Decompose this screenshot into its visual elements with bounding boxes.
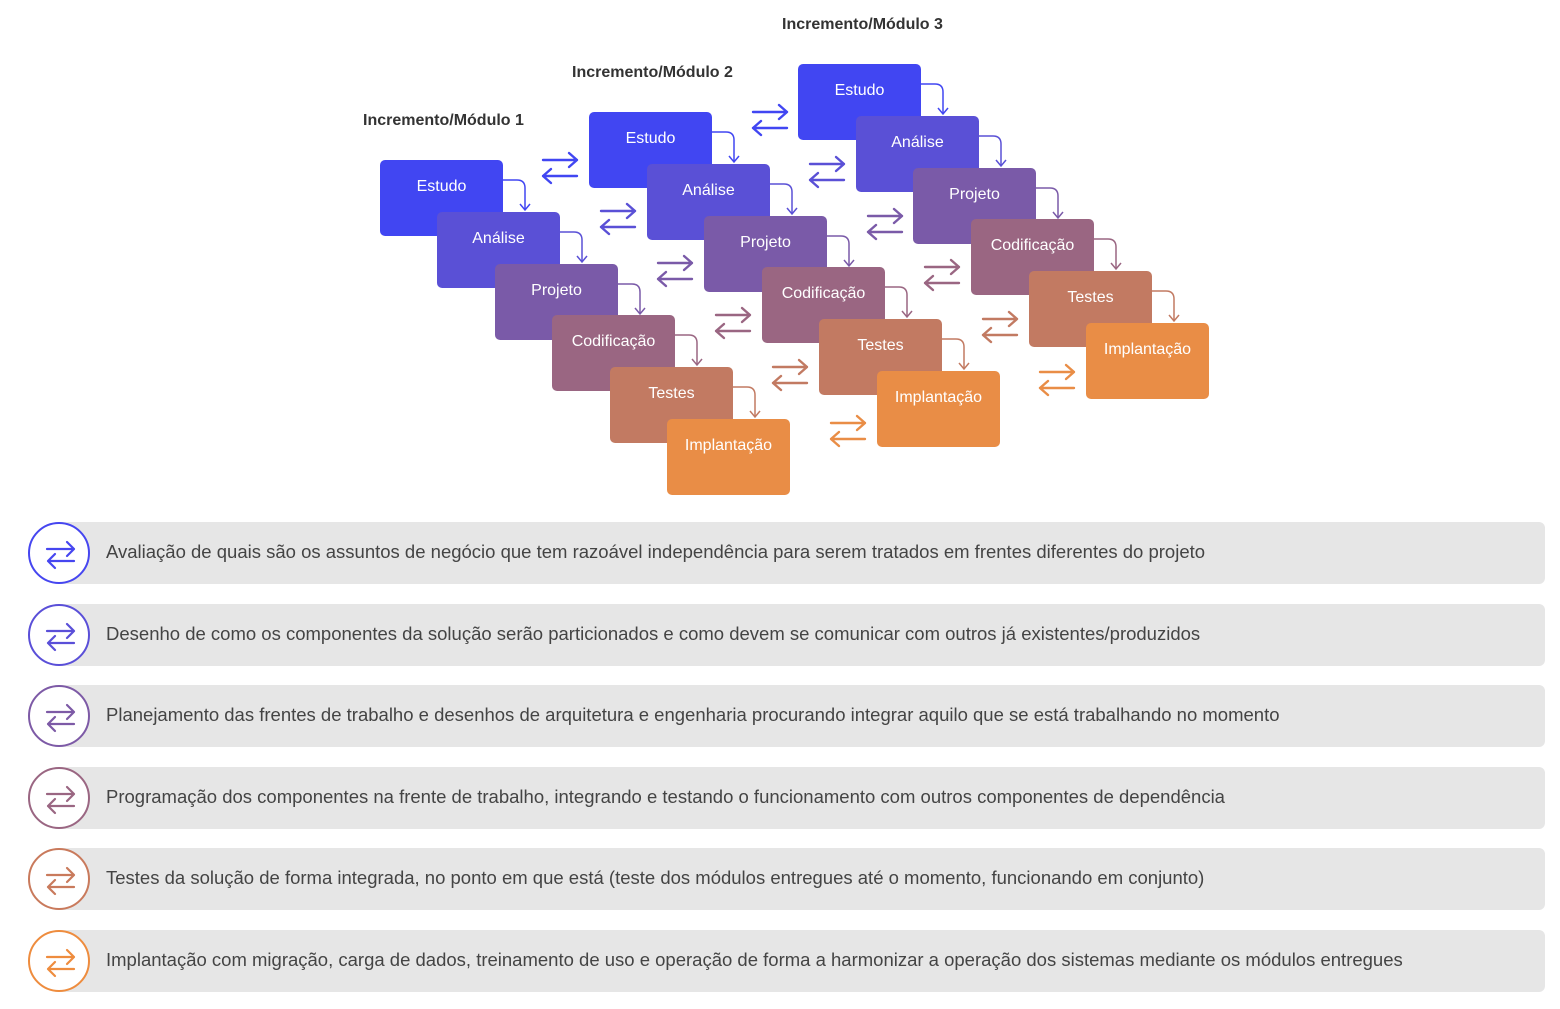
connector-arrow-icon xyxy=(921,83,944,113)
exchange-arrows-icon xyxy=(28,767,90,829)
arrowhead-icon xyxy=(958,362,970,371)
connector-arrow-icon xyxy=(712,131,735,161)
exchange-arrows-icon xyxy=(981,310,1019,328)
exchange-arrows-icon xyxy=(808,155,846,173)
module-2-title: Incremento/Módulo 2 xyxy=(572,64,733,81)
exchange-arrows-icon xyxy=(28,930,90,992)
exchange-arrows-icon xyxy=(981,326,1019,344)
legend-item-analise: Desenho de como os componentes da soluçã… xyxy=(28,604,1545,666)
exchange-arrows-icon xyxy=(714,306,752,324)
legend-item-implantacao: Implantação com migração, carga de dados… xyxy=(28,930,1545,992)
legend-text: Implantação com migração, carga de dados… xyxy=(106,949,1403,970)
module-1-title: Incremento/Módulo 1 xyxy=(363,112,524,129)
module-2-phase-implantacao: Implantação xyxy=(877,371,1000,447)
exchange-arrows-icon xyxy=(656,270,694,288)
legend-item-estudo: Avaliação de quais são os assuntos de ne… xyxy=(28,522,1545,584)
legend-text: Planejamento das frentes de trabalho e d… xyxy=(106,704,1280,725)
exchange-arrows-icon xyxy=(28,685,90,747)
connector-arrow-icon xyxy=(770,183,793,213)
exchange-arrows-icon xyxy=(541,167,579,185)
module-3-title: Incremento/Módulo 3 xyxy=(782,16,943,33)
connector-arrow-icon xyxy=(942,338,965,368)
legend-bar xyxy=(58,767,1545,829)
exchange-arrows-icon xyxy=(28,848,90,910)
exchange-arrows-icon xyxy=(829,430,867,448)
exchange-arrows-icon xyxy=(45,622,76,652)
arrowhead-icon xyxy=(728,155,740,164)
legend-item-testes: Testes da solução de forma integrada, no… xyxy=(28,848,1545,910)
legend-item-codificacao: Programação dos componentes na frente de… xyxy=(28,767,1545,829)
connector-arrow-icon xyxy=(827,235,850,265)
arrowhead-icon xyxy=(1110,262,1122,271)
connector-arrow-icon xyxy=(503,179,526,209)
connector-arrow-icon xyxy=(979,135,1002,165)
connector-arrow-icon xyxy=(618,283,641,313)
exchange-arrows-icon xyxy=(541,151,579,169)
connector-arrow-icon xyxy=(560,231,583,261)
exchange-arrows-icon xyxy=(45,540,76,570)
exchange-arrows-icon xyxy=(771,358,809,376)
connector-arrow-icon xyxy=(675,334,698,364)
legend-text: Programação dos componentes na frente de… xyxy=(106,786,1225,807)
legend-bar xyxy=(58,930,1545,992)
exchange-arrows-icon xyxy=(866,223,904,241)
exchange-arrows-icon xyxy=(656,254,694,272)
module-3-phase-implantacao: Implantação xyxy=(1086,323,1209,399)
connector-arrow-icon xyxy=(733,386,756,416)
exchange-arrows-icon xyxy=(1038,363,1076,381)
exchange-arrows-icon xyxy=(866,207,904,225)
exchange-arrows-icon xyxy=(28,604,90,666)
exchange-arrows-icon xyxy=(714,322,752,340)
arrowhead-icon xyxy=(749,410,761,419)
module-1-phase-implantacao: Implantação xyxy=(667,419,790,495)
exchange-arrows-icon xyxy=(923,258,961,276)
legend-bar xyxy=(58,685,1545,747)
legend-text: Desenho de como os componentes da soluçã… xyxy=(106,623,1201,644)
exchange-arrows-icon xyxy=(829,414,867,432)
arrowhead-icon xyxy=(1052,211,1064,220)
connector-arrow-icon xyxy=(1152,290,1175,320)
arrowhead-icon xyxy=(519,203,531,212)
connector-arrow-icon xyxy=(1036,187,1059,217)
legend-text: Testes da solução de forma integrada, no… xyxy=(106,867,1205,888)
arrowhead-icon xyxy=(995,159,1007,168)
legend-item-projeto: Planejamento das frentes de trabalho e d… xyxy=(28,685,1545,747)
arrowhead-icon xyxy=(634,307,646,316)
legend-text: Avaliação de quais são os assuntos de ne… xyxy=(106,541,1206,562)
exchange-arrows-icon xyxy=(923,274,961,292)
exchange-arrows-icon xyxy=(599,202,637,220)
exchange-arrows-icon xyxy=(808,171,846,189)
exchange-arrows-icon xyxy=(751,119,789,137)
exchange-arrows-icon xyxy=(45,948,76,978)
exchange-arrows-icon xyxy=(751,103,789,121)
connector-arrow-icon xyxy=(1094,238,1117,268)
legend-bar xyxy=(58,522,1545,584)
arrowhead-icon xyxy=(786,207,798,216)
arrowhead-icon xyxy=(843,259,855,268)
exchange-arrows-icon xyxy=(45,866,76,896)
exchange-arrows-icon xyxy=(45,703,76,733)
legend-bar xyxy=(58,848,1545,910)
exchange-arrows-icon xyxy=(28,522,90,584)
arrowhead-icon xyxy=(1168,314,1180,323)
exchange-arrows-icon xyxy=(771,374,809,392)
exchange-arrows-icon xyxy=(599,218,637,236)
connector-arrow-icon xyxy=(885,286,908,316)
legend-bar xyxy=(58,604,1545,666)
exchange-arrows-icon xyxy=(1038,379,1076,397)
arrowhead-icon xyxy=(691,358,703,367)
exchange-arrows-icon xyxy=(45,785,76,815)
arrowhead-icon xyxy=(576,255,588,264)
arrowhead-icon xyxy=(901,310,913,319)
arrowhead-icon xyxy=(937,107,949,116)
